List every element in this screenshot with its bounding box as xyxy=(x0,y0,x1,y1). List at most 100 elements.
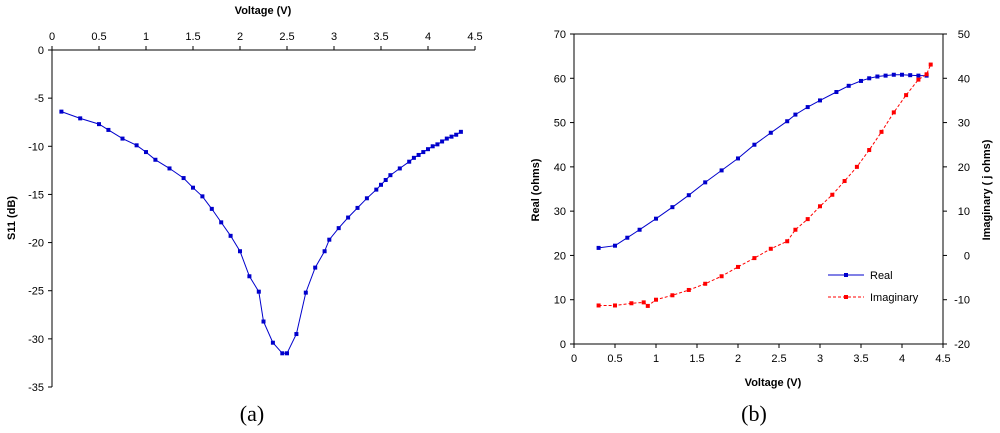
data-point xyxy=(407,159,412,164)
data-point xyxy=(280,351,285,356)
series-imaginary-point xyxy=(842,179,847,184)
series-real-point xyxy=(736,156,740,161)
chart-b-y2-axis-title: Imaginary ( j ohms) xyxy=(981,139,993,240)
data-point xyxy=(458,129,463,134)
series-imaginary-point xyxy=(818,204,822,209)
data-point xyxy=(59,109,64,114)
data-point xyxy=(383,177,388,182)
x-tick-label: 2 xyxy=(735,353,741,365)
series-real-point xyxy=(908,73,913,78)
data-point xyxy=(303,290,308,295)
data-point xyxy=(426,147,430,152)
series-real-point xyxy=(703,180,708,185)
y-tick-label: -35 xyxy=(28,382,44,394)
y2-tick-label: -10 xyxy=(954,295,970,307)
series-imaginary-point xyxy=(752,256,757,261)
series-imaginary-point xyxy=(867,148,872,153)
data-point xyxy=(444,136,449,141)
chart-a-plot-area xyxy=(59,109,463,356)
y-tick-label: 40 xyxy=(554,162,566,174)
x-tick-label: 4 xyxy=(899,353,905,365)
series-imaginary-point xyxy=(654,297,658,302)
series-real-point xyxy=(613,243,617,248)
legend-imaginary-label: Imaginary xyxy=(870,292,919,304)
series-imaginary-point xyxy=(736,264,740,269)
data-point xyxy=(228,233,233,238)
chart-b-plot-frame xyxy=(573,33,944,345)
data-point xyxy=(219,220,224,225)
series-imaginary-point xyxy=(596,303,601,308)
x-tick-label: 3.5 xyxy=(853,353,868,365)
series-imaginary-point xyxy=(645,303,650,308)
series-real-point xyxy=(793,112,798,117)
series-imaginary-point xyxy=(891,110,896,115)
series-real-point xyxy=(625,235,630,240)
chart-a-y-ticks: 0 -5 -10 -15 -20 -25 -30 -35 xyxy=(28,45,52,394)
chart-b-x-axis-title: Voltage (V) xyxy=(745,377,802,389)
y-tick-label: -5 xyxy=(34,93,44,105)
data-point xyxy=(430,144,435,149)
series-imaginary-point xyxy=(793,227,798,232)
x-tick-label: 2.5 xyxy=(279,31,294,43)
series-real-point xyxy=(883,73,888,78)
data-point xyxy=(167,166,172,171)
chart-a-x-ticks: 0 0.5 1 1.5 2 2.5 3 3.5 4 4.5 xyxy=(49,31,483,50)
x-tick-label: 2 xyxy=(237,31,243,43)
data-point xyxy=(106,127,111,132)
series-real-point xyxy=(900,72,904,77)
x-tick-label: 1 xyxy=(653,353,659,365)
y-tick-label: 30 xyxy=(554,206,566,218)
data-point xyxy=(97,122,101,127)
y2-tick-label: -20 xyxy=(954,339,970,351)
series-real-point xyxy=(875,74,880,79)
series-real-point xyxy=(752,142,757,147)
data-point xyxy=(285,351,289,356)
data-point xyxy=(421,150,426,155)
data-point xyxy=(416,152,421,157)
chart-b-y2-ticks: -20 -10 0 10 20 30 40 50 xyxy=(943,29,970,351)
data-point xyxy=(153,157,158,162)
y2-tick-label: 10 xyxy=(958,206,970,218)
data-point xyxy=(327,237,332,242)
series-real-point xyxy=(916,73,921,78)
x-tick-label: 0.5 xyxy=(91,31,106,43)
data-point xyxy=(78,116,83,121)
data-point xyxy=(191,185,195,190)
chart-b: 0 0.5 1 1.5 2 2.5 3 3.5 4 4.5 0 10 20 30 40 50 60 70 -20… xyxy=(530,29,993,426)
x-tick-label: 3.5 xyxy=(373,31,388,43)
series-real-point xyxy=(785,119,790,124)
series-real-line xyxy=(598,74,927,249)
series-real-point xyxy=(654,216,658,221)
data-point xyxy=(322,249,327,254)
chart-a-panel-label: (a) xyxy=(240,401,264,426)
y-tick-label: 50 xyxy=(554,118,566,130)
x-tick-label: 0.5 xyxy=(607,353,622,365)
chart-b-panel-label: (b) xyxy=(741,401,767,426)
series-imaginary-point xyxy=(904,93,909,98)
series-real-point xyxy=(818,98,822,103)
series-real-point xyxy=(846,83,851,88)
y-tick-label: 0 xyxy=(38,45,44,57)
series-imaginary-point xyxy=(670,293,675,298)
data-point xyxy=(449,134,454,139)
series-real-point xyxy=(596,245,601,250)
y-tick-label: -15 xyxy=(28,189,44,201)
series-imaginary-point xyxy=(924,72,929,77)
data-point xyxy=(261,319,266,324)
data-point xyxy=(440,139,445,144)
y2-tick-label: 40 xyxy=(958,73,970,85)
y2-tick-label: 0 xyxy=(964,250,970,262)
series-imaginary-point xyxy=(613,303,617,308)
chart-b-x-ticks: 0 0.5 1 1.5 2 2.5 3 3.5 4 4.5 xyxy=(571,344,951,365)
y-tick-label: 10 xyxy=(554,295,566,307)
chart-a-x-axis-title: Voltage (V) xyxy=(235,5,292,17)
data-point xyxy=(144,150,148,155)
y-tick-label: -30 xyxy=(28,334,44,346)
series-real-point xyxy=(637,227,642,232)
data-point xyxy=(294,332,299,337)
x-tick-label: 0 xyxy=(49,31,55,43)
y-tick-label: 20 xyxy=(554,250,566,262)
series-imaginary-point xyxy=(719,274,724,279)
chart-b-y-ticks: 0 10 20 30 40 50 60 70 xyxy=(554,29,574,351)
x-tick-label: 1 xyxy=(143,31,149,43)
